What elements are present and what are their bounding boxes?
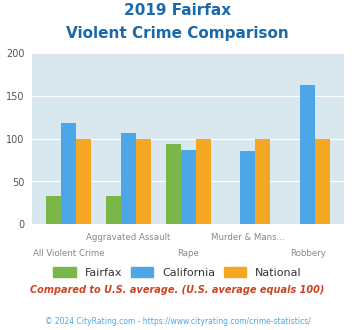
Text: Robbery: Robbery bbox=[290, 249, 326, 258]
Bar bbox=[76, 139, 91, 224]
Text: Aggravated Assault: Aggravated Assault bbox=[86, 233, 170, 242]
Bar bbox=[255, 139, 271, 224]
Text: All Violent Crime: All Violent Crime bbox=[33, 249, 104, 258]
Text: Compared to U.S. average. (U.S. average equals 100): Compared to U.S. average. (U.S. average … bbox=[30, 285, 325, 295]
Legend: Fairfax, California, National: Fairfax, California, National bbox=[49, 263, 306, 282]
Bar bbox=[315, 139, 330, 224]
Text: Murder & Mans...: Murder & Mans... bbox=[211, 233, 285, 242]
Text: © 2024 CityRating.com - https://www.cityrating.com/crime-statistics/: © 2024 CityRating.com - https://www.city… bbox=[45, 317, 310, 326]
Bar bbox=[196, 139, 211, 224]
Bar bbox=[166, 144, 181, 224]
Text: Rape: Rape bbox=[177, 249, 199, 258]
Bar bbox=[121, 133, 136, 224]
Text: 2019 Fairfax: 2019 Fairfax bbox=[124, 3, 231, 18]
Bar bbox=[181, 150, 196, 224]
Bar bbox=[61, 123, 76, 224]
Bar bbox=[240, 150, 255, 224]
Bar bbox=[300, 85, 315, 224]
Bar bbox=[46, 196, 61, 224]
Bar bbox=[106, 196, 121, 224]
Text: Violent Crime Comparison: Violent Crime Comparison bbox=[66, 26, 289, 41]
Bar bbox=[136, 139, 151, 224]
